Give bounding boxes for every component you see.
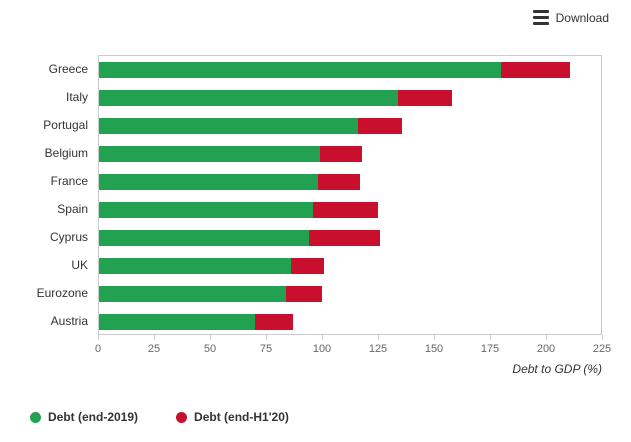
bar-track [99,314,601,330]
bar-track [99,146,601,162]
chart-row [99,112,601,140]
chart-row [99,252,601,280]
legend-marker-icon [30,411,41,423]
legend-item[interactable]: Debt (end-2019) [30,410,138,424]
bar-track [99,174,601,190]
category-label: Belgium [44,146,88,160]
bar-segment[interactable] [99,146,320,162]
bar-track [99,62,601,78]
download-button[interactable]: Download [532,8,609,27]
x-tick-label: 125 [368,343,388,355]
legend-label: Debt (end-H1'20) [194,410,289,424]
x-tick-mark [154,335,155,340]
legend: Debt (end-2019) Debt (end-H1'20) [30,410,289,424]
bar-segment[interactable] [319,146,363,162]
bar-segment[interactable] [317,174,361,190]
download-label: Download [555,10,609,25]
category-label: Eurozone [36,286,88,300]
menu-lines-icon [532,8,549,27]
category-label: Greece [48,62,88,76]
x-tick-mark [322,335,323,340]
chart-row [99,196,601,224]
x-tick-label: 225 [592,343,612,355]
x-axis-title: Debt to GDP (%) [512,362,602,376]
bar-segment[interactable] [357,118,403,134]
bar-segment[interactable] [99,174,318,190]
legend-marker-icon [176,411,188,423]
x-tick-label: 175 [480,343,500,355]
bar-track [99,286,601,302]
chart-row [99,224,601,252]
bar-track [99,118,601,134]
x-tick-mark [210,335,211,340]
x-tick-label: 25 [147,343,161,355]
chart-row [99,84,601,112]
category-label: Austria [50,314,88,328]
bar-segment[interactable] [286,286,323,302]
x-tick-label: 50 [203,343,217,355]
bar-segment[interactable] [99,118,358,134]
plot-area [98,55,602,335]
category-label: UK [71,258,88,272]
bar-segment[interactable] [99,62,501,78]
bar-segment[interactable] [99,90,398,106]
x-tick-mark [266,335,267,340]
x-tick-label: 100 [312,343,332,355]
bar-segment[interactable] [99,314,256,330]
chart-row [99,308,601,336]
x-tick-mark [490,335,491,340]
bar-track [99,258,601,274]
bar-segment[interactable] [500,62,570,78]
bar-track [99,230,601,246]
category-label: Italy [65,90,88,104]
x-tick-mark [602,335,603,340]
category-label: Portugal [43,118,88,132]
bar-segment[interactable] [99,202,314,218]
x-tick-mark [98,335,99,340]
x-tick-label: 0 [94,343,102,355]
bar-segment[interactable] [397,90,452,106]
bar-segment[interactable] [290,258,325,274]
category-label: Cyprus [49,230,88,244]
chart-row [99,140,601,168]
legend-item[interactable]: Debt (end-H1'20) [176,410,289,424]
bar-segment[interactable] [308,230,381,246]
x-axis: 0 25 50 75 100 125 150 175 200 225 [94,335,611,359]
category-label: France [50,174,88,188]
chart-row [99,56,601,84]
chart-row [99,168,601,196]
x-tick-label: 150 [424,343,444,355]
x-tick-mark [546,335,547,340]
bar-chart: Greece Italy Portugal Belgium France Spain Cyp… [0,55,602,335]
legend-label: Debt (end-2019) [48,410,139,424]
x-tick-label: 200 [536,343,556,355]
x-tick-mark [434,335,435,340]
bar-segment[interactable] [255,314,294,330]
bar-track [99,90,601,106]
x-tick-label: 75 [259,343,273,355]
category-label: Spain [57,202,88,216]
bar-segment[interactable] [99,230,309,246]
x-tick-mark [378,335,379,340]
bar-track [99,202,601,218]
bar-segment[interactable] [99,258,291,274]
category-axis: Greece Italy Portugal Belgium France Spain Cyp… [0,55,98,335]
bar-segment[interactable] [313,202,378,218]
chart-row [99,280,601,308]
bar-segment[interactable] [99,286,287,302]
